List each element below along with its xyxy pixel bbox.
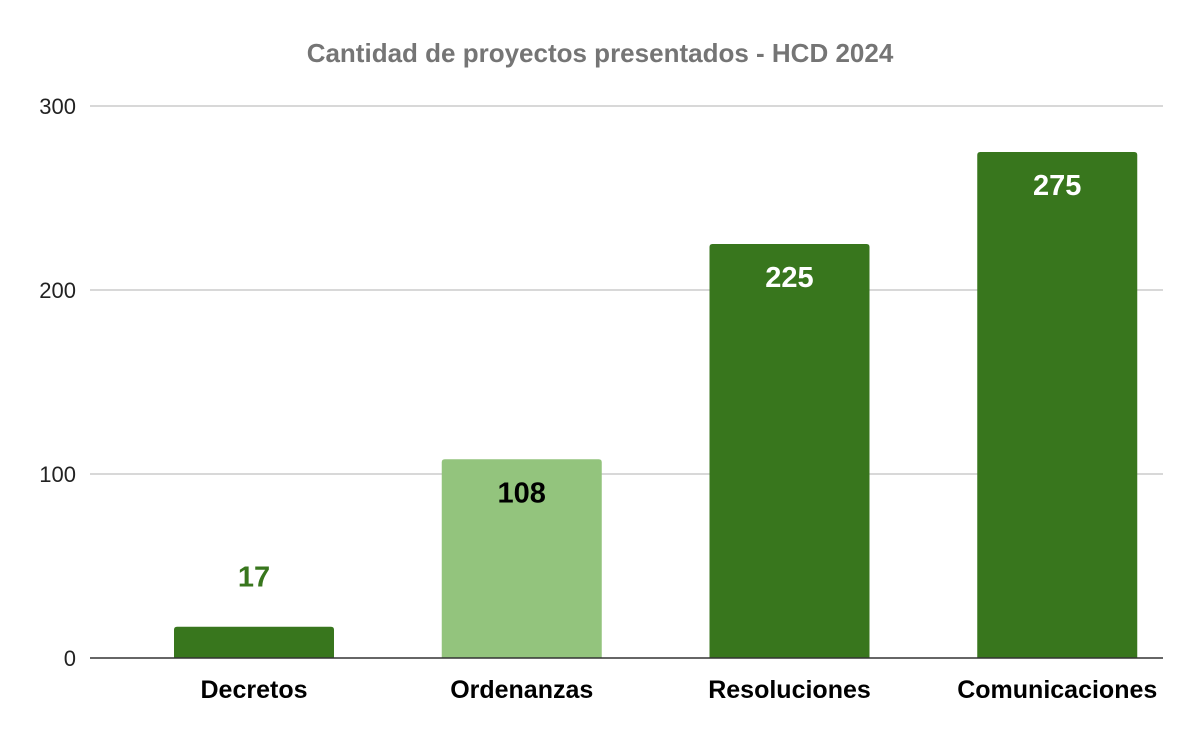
bar-ordenanzas: [441, 459, 602, 658]
y-axis-ticks: 0 100 200 300: [39, 94, 76, 671]
x-tick-label-ordenanzas: Ordenanzas: [450, 676, 593, 704]
x-tick-label-resoluciones: Resoluciones: [708, 676, 871, 704]
data-labels: 17 108 225 275: [238, 170, 1082, 594]
x-tick-label-decretos: Decretos: [201, 676, 308, 704]
y-tick-label-300: 300: [39, 94, 76, 119]
data-label-decretos: 17: [238, 562, 270, 594]
bar-comunicaciones: [977, 152, 1138, 658]
x-tick-label-comunicaciones: Comunicaciones: [957, 676, 1157, 704]
data-label-comunicaciones: 275: [1033, 170, 1081, 202]
bar-resoluciones: [709, 244, 870, 658]
y-tick-label-100: 100: [39, 462, 76, 487]
y-tick-label-200: 200: [39, 278, 76, 303]
chart-title: Cantidad de proyectos presentados - HCD …: [307, 38, 894, 68]
y-tick-label-0: 0: [64, 646, 76, 671]
data-label-resoluciones: 225: [765, 262, 813, 294]
x-axis-ticks: Decretos Ordenanzas Resoluciones Comunicaci…: [201, 676, 1158, 704]
data-label-ordenanzas: 108: [498, 477, 546, 509]
bars: [174, 152, 1138, 658]
bar-decretos: [174, 626, 334, 658]
